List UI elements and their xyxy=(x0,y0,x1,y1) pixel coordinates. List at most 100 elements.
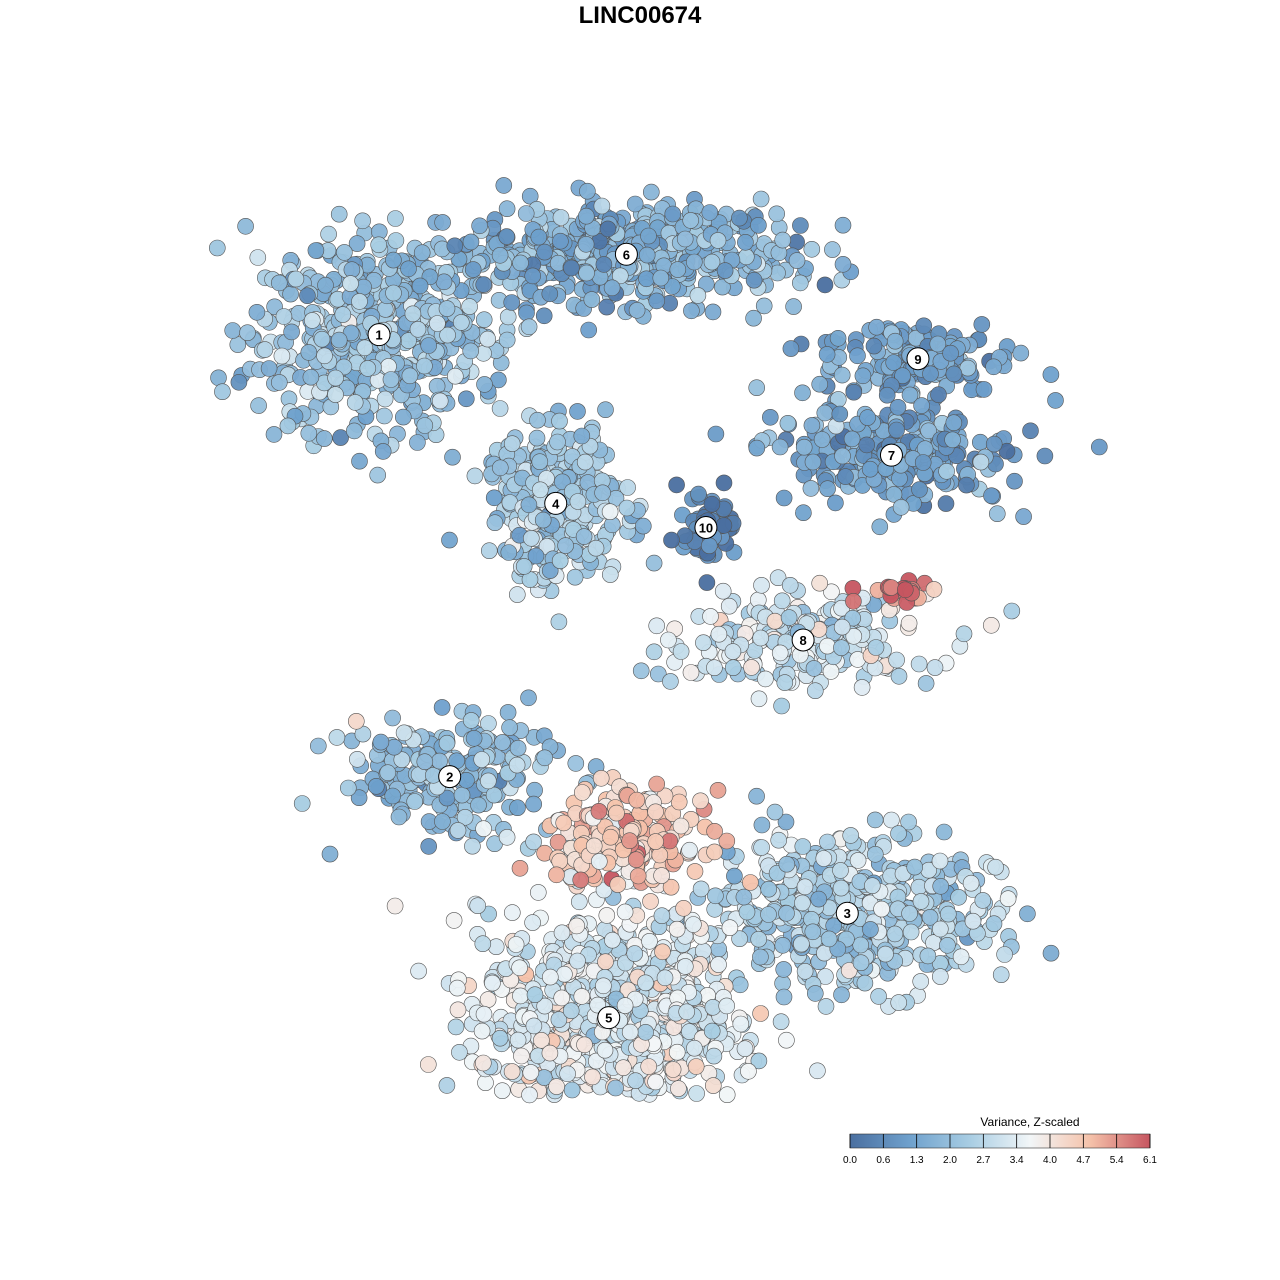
data-point xyxy=(576,453,594,471)
data-point xyxy=(550,613,568,631)
data-point xyxy=(503,904,521,921)
data-point xyxy=(444,448,461,466)
data-point xyxy=(526,781,543,799)
data-point xyxy=(1019,905,1036,923)
data-point xyxy=(652,269,670,287)
data-point xyxy=(491,247,509,264)
data-point xyxy=(351,293,368,310)
data-point xyxy=(781,576,799,594)
data-point xyxy=(648,617,666,635)
data-point xyxy=(595,977,612,995)
data-point xyxy=(522,1064,540,1081)
data-point xyxy=(553,989,571,1007)
data-point xyxy=(385,284,402,302)
data-point xyxy=(901,386,919,404)
data-point xyxy=(888,421,905,439)
data-point xyxy=(609,876,627,893)
data-point xyxy=(910,655,928,673)
data-point xyxy=(580,321,598,339)
data-point xyxy=(567,755,585,772)
data-point xyxy=(704,998,722,1016)
data-point xyxy=(683,302,700,320)
data-point xyxy=(672,643,690,660)
data-point xyxy=(796,878,814,896)
data-point xyxy=(852,954,870,972)
cluster-label-text: 8 xyxy=(799,633,806,648)
data-point xyxy=(536,749,554,767)
cluster-label-1: 1 xyxy=(367,323,391,347)
data-point xyxy=(621,832,639,850)
data-point xyxy=(810,890,828,908)
data-point xyxy=(766,612,784,630)
data-point xyxy=(645,554,663,572)
data-point xyxy=(531,481,549,499)
data-point xyxy=(715,474,733,492)
data-point xyxy=(752,1005,769,1022)
data-point xyxy=(433,699,451,716)
data-point xyxy=(394,408,412,426)
data-point xyxy=(1012,344,1030,362)
data-point xyxy=(476,376,493,393)
data-point xyxy=(648,775,666,793)
data-point xyxy=(602,828,619,846)
data-point xyxy=(332,429,349,446)
data-point xyxy=(695,634,712,652)
data-point xyxy=(743,659,760,676)
data-point xyxy=(706,659,723,677)
data-point xyxy=(819,833,836,851)
data-point xyxy=(816,276,834,294)
data-point xyxy=(710,625,728,643)
data-point xyxy=(706,822,723,840)
data-points xyxy=(209,177,1108,1104)
cluster-label-marker xyxy=(879,443,903,467)
data-point xyxy=(662,673,679,690)
data-point xyxy=(541,562,559,579)
data-point xyxy=(870,988,887,1005)
data-point xyxy=(827,494,844,512)
data-point xyxy=(823,583,840,601)
data-point xyxy=(237,218,254,235)
data-point xyxy=(802,480,820,497)
data-point xyxy=(559,1065,576,1083)
data-point xyxy=(626,195,644,213)
data-point xyxy=(556,965,573,983)
data-point xyxy=(473,1022,491,1040)
data-point xyxy=(273,347,291,365)
data-point xyxy=(654,943,671,961)
data-point xyxy=(435,273,453,291)
data-point xyxy=(628,301,646,319)
data-point xyxy=(779,414,797,432)
data-point xyxy=(342,275,359,292)
data-point xyxy=(862,921,879,938)
data-point xyxy=(525,833,542,851)
data-point xyxy=(803,241,821,258)
data-point xyxy=(562,1002,580,1020)
data-point xyxy=(914,454,932,471)
data-point xyxy=(431,392,449,410)
data-point xyxy=(521,187,539,205)
data-point xyxy=(752,948,769,966)
data-point xyxy=(682,212,700,229)
legend-tick-label: 3.4 xyxy=(1010,1155,1024,1166)
data-point xyxy=(816,404,834,422)
data-point xyxy=(250,397,267,414)
data-point xyxy=(573,784,591,801)
cluster-label-text: 9 xyxy=(914,352,921,367)
data-point xyxy=(464,261,482,278)
data-point xyxy=(720,597,738,615)
data-point xyxy=(768,205,786,223)
data-point xyxy=(637,1024,654,1041)
data-point xyxy=(690,485,707,503)
data-point xyxy=(400,260,417,278)
data-point xyxy=(509,799,526,817)
data-point xyxy=(499,308,517,326)
data-point xyxy=(819,480,836,498)
data-point xyxy=(533,1032,550,1049)
data-point xyxy=(462,342,480,360)
data-point xyxy=(434,214,451,231)
data-point xyxy=(464,837,481,855)
data-point xyxy=(1003,602,1021,620)
data-point xyxy=(1036,447,1054,465)
data-point xyxy=(926,659,944,676)
data-point xyxy=(515,558,533,575)
